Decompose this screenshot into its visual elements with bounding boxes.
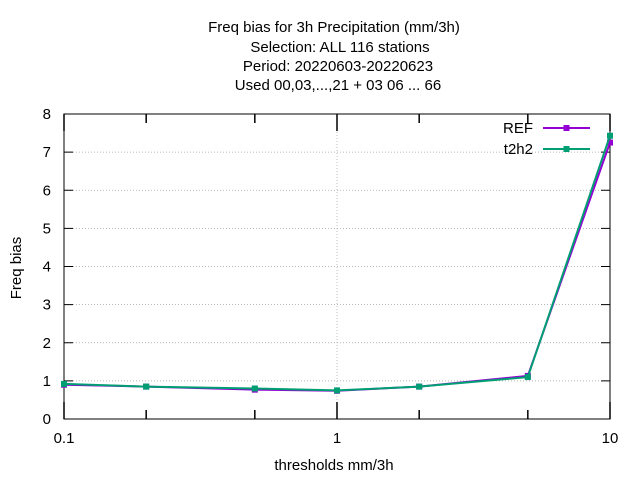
y-tick-label: 5 [43,220,51,237]
series-point-t2h2 [607,132,613,139]
series-point-t2h2 [524,374,531,381]
y-tick-label: 1 [43,373,51,390]
y-tick-label: 4 [43,259,51,276]
series-point-t2h2 [416,383,423,390]
axis-ticks: 0 1 2 3 4 5 6 7 8 0.1 1 10 [43,106,619,447]
legend: REF t2h2 [503,120,590,158]
y-tick-label: 3 [43,297,51,314]
series-point-t2h2 [334,387,340,394]
series-point-ref [607,139,613,146]
series-line-t2h2 [63,135,611,392]
x-axis-label: thresholds mm/3h [274,457,393,474]
y-tick-label: 7 [43,144,51,161]
y-axis-label: Freq bias [8,237,25,300]
series-point-t2h2 [251,385,258,392]
chart-title-line-2: Selection: ALL 116 stations [250,39,429,56]
series-point-t2h2 [143,383,150,390]
legend-marker-ref [563,125,570,131]
y-tick-label: 2 [43,335,51,352]
legend-label-t2h2: t2h2 [504,141,533,158]
y-tick-label: 8 [43,106,51,123]
x-tick-label: 10 [602,430,619,447]
legend-label-ref: REF [503,120,533,137]
grid-lines [64,114,610,419]
legend-marker-t2h2 [563,146,570,152]
chart-title-line-3: Period: 20220603-20220623 [243,58,433,75]
x-tick-label: 0.1 [54,430,75,447]
y-tick-label: 0 [43,411,51,428]
chart-title-line-1: Freq bias for 3h Precipitation (mm/3h) [208,19,460,36]
series-point-t2h2 [61,380,67,387]
chart-title-line-4: Used 00,03,...,21 + 03 06 ... 66 [235,77,441,94]
x-tick-label: 1 [333,430,341,447]
series-group [61,132,613,394]
chart-title: Freq bias for 3h Precipitation (mm/3h) S… [208,19,460,94]
plot-border [63,113,611,420]
y-tick-label: 6 [43,182,51,199]
